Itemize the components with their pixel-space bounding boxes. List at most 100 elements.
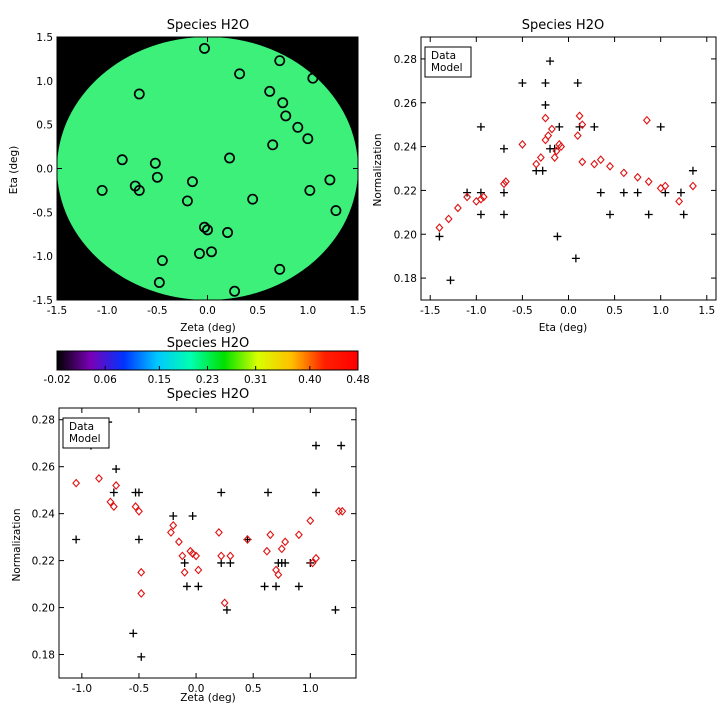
eta-data-point <box>476 210 485 219</box>
zeta-data-point <box>217 488 226 497</box>
eta-data-point <box>633 188 642 197</box>
map-point-marker <box>156 255 168 266</box>
eta-data-point <box>688 166 697 175</box>
eta-y-tick-label: 0.28 <box>394 54 417 66</box>
zeta-data-point <box>112 465 121 474</box>
eta-model-point <box>532 159 541 169</box>
eta-model-point <box>479 192 488 202</box>
colorbar-tick-label: 0.40 <box>298 374 321 386</box>
zeta-model-point <box>312 553 320 563</box>
eta-model-point <box>596 155 605 165</box>
colorbar-tick-label: -0.02 <box>43 374 70 386</box>
map-point-marker <box>302 133 314 145</box>
eta-y-tick-label: 0.20 <box>394 229 417 241</box>
eta-y-label: Normalization <box>372 134 384 207</box>
zeta-model-point <box>131 502 140 512</box>
eta-model-point <box>675 196 684 206</box>
map-point-marker <box>116 154 128 166</box>
zeta-x-label: Zeta (deg) <box>180 692 236 704</box>
zeta-model-point <box>178 551 187 561</box>
zeta-data-point <box>294 582 303 591</box>
zeta-data-point <box>312 441 321 450</box>
zeta-y-tick-label: 0.22 <box>32 556 55 568</box>
eta-x-tick-label: 1.5 <box>698 305 715 317</box>
eta-data-point <box>679 210 688 219</box>
eta-model-point <box>547 124 556 134</box>
zeta-model-point <box>226 551 235 561</box>
zeta-data-point <box>264 488 273 497</box>
eta-legend-entry: Data <box>431 50 456 62</box>
zeta-model-point <box>306 516 315 526</box>
zeta-data-point <box>134 535 143 544</box>
zeta-model-point <box>175 537 183 547</box>
eta-model-point <box>476 194 485 204</box>
zeta-model-point <box>266 530 275 540</box>
eta-data-point <box>541 79 550 88</box>
zeta-x-tick-label: 1.0 <box>302 683 319 695</box>
eta-data-point <box>590 122 599 131</box>
map-y-tick-label: -1.0 <box>33 251 54 263</box>
eta-data-point <box>656 122 665 131</box>
eta-data-point <box>676 188 685 197</box>
zeta-model-point <box>112 481 121 490</box>
eta-x-tick-label: -1.0 <box>466 305 487 317</box>
zeta-plot-area <box>59 408 356 678</box>
map-y-tick-label: -0.5 <box>33 207 54 219</box>
map-point-marker <box>324 174 336 186</box>
map-point-marker <box>229 285 241 297</box>
eta-data-point <box>553 232 562 241</box>
colorbar-tick-label: 0.06 <box>93 374 117 386</box>
zeta-model-point <box>109 502 118 512</box>
eta-data-point <box>546 57 555 66</box>
zeta-model-point <box>262 546 271 556</box>
map-point-marker <box>280 110 292 122</box>
zeta-data-point <box>131 488 140 497</box>
map-point-marker <box>133 184 145 196</box>
zeta-model-point <box>95 474 103 483</box>
zeta-model-point <box>274 570 283 580</box>
colorbar-tick-label: 0.15 <box>148 374 171 386</box>
zeta-y-label: Normalization <box>11 509 23 582</box>
eta-data-point <box>476 122 485 131</box>
map-point-marker <box>247 193 259 205</box>
zeta-data-point <box>180 558 189 567</box>
map-title: Species H2O <box>167 18 249 33</box>
map-point-marker <box>194 248 205 259</box>
zeta-data-point <box>188 512 197 520</box>
eta-data-point <box>538 166 547 175</box>
map-frame <box>56 36 359 301</box>
zeta-model-point <box>137 589 146 598</box>
eta-data-point <box>518 79 527 88</box>
zeta-model-point <box>169 520 178 530</box>
map-point-marker <box>153 277 165 288</box>
zeta-data-point <box>194 582 203 591</box>
zeta-data-point <box>306 558 315 567</box>
eta-data-point <box>555 122 564 131</box>
zeta-data-point <box>169 512 178 520</box>
eta-model-point <box>642 115 651 125</box>
colorbar-tick-label: 0.31 <box>244 374 267 386</box>
map-x-tick-label: -1.0 <box>97 305 118 317</box>
zeta-data-point <box>137 652 146 661</box>
eta-legend-entry: Model <box>431 62 463 74</box>
zeta-model-point <box>243 535 252 544</box>
map-point-marker <box>202 224 213 236</box>
map-panel: Species H2O Zeta (deg) Eta (deg) -1.5 -1.… <box>8 18 366 334</box>
eta-model-point <box>644 177 653 187</box>
zeta-x-tick-label: -0.5 <box>129 683 150 695</box>
eta-model-point <box>573 131 582 141</box>
eta-y-tick-label: 0.18 <box>394 273 417 285</box>
eta-model-point <box>541 113 550 123</box>
map-point-marker <box>304 184 316 196</box>
zeta-x-tick-label: 0.0 <box>188 683 205 695</box>
eta-model-point <box>689 181 697 191</box>
eta-plot-area <box>421 37 716 300</box>
map-point-marker <box>274 263 286 275</box>
zeta-y-tick-label: 0.26 <box>32 462 56 474</box>
map-point-marker <box>199 221 210 233</box>
zeta-data-point <box>272 582 281 591</box>
eta-model-point <box>501 177 510 187</box>
eta-model-point <box>575 111 584 121</box>
map-point-marker <box>181 195 193 207</box>
